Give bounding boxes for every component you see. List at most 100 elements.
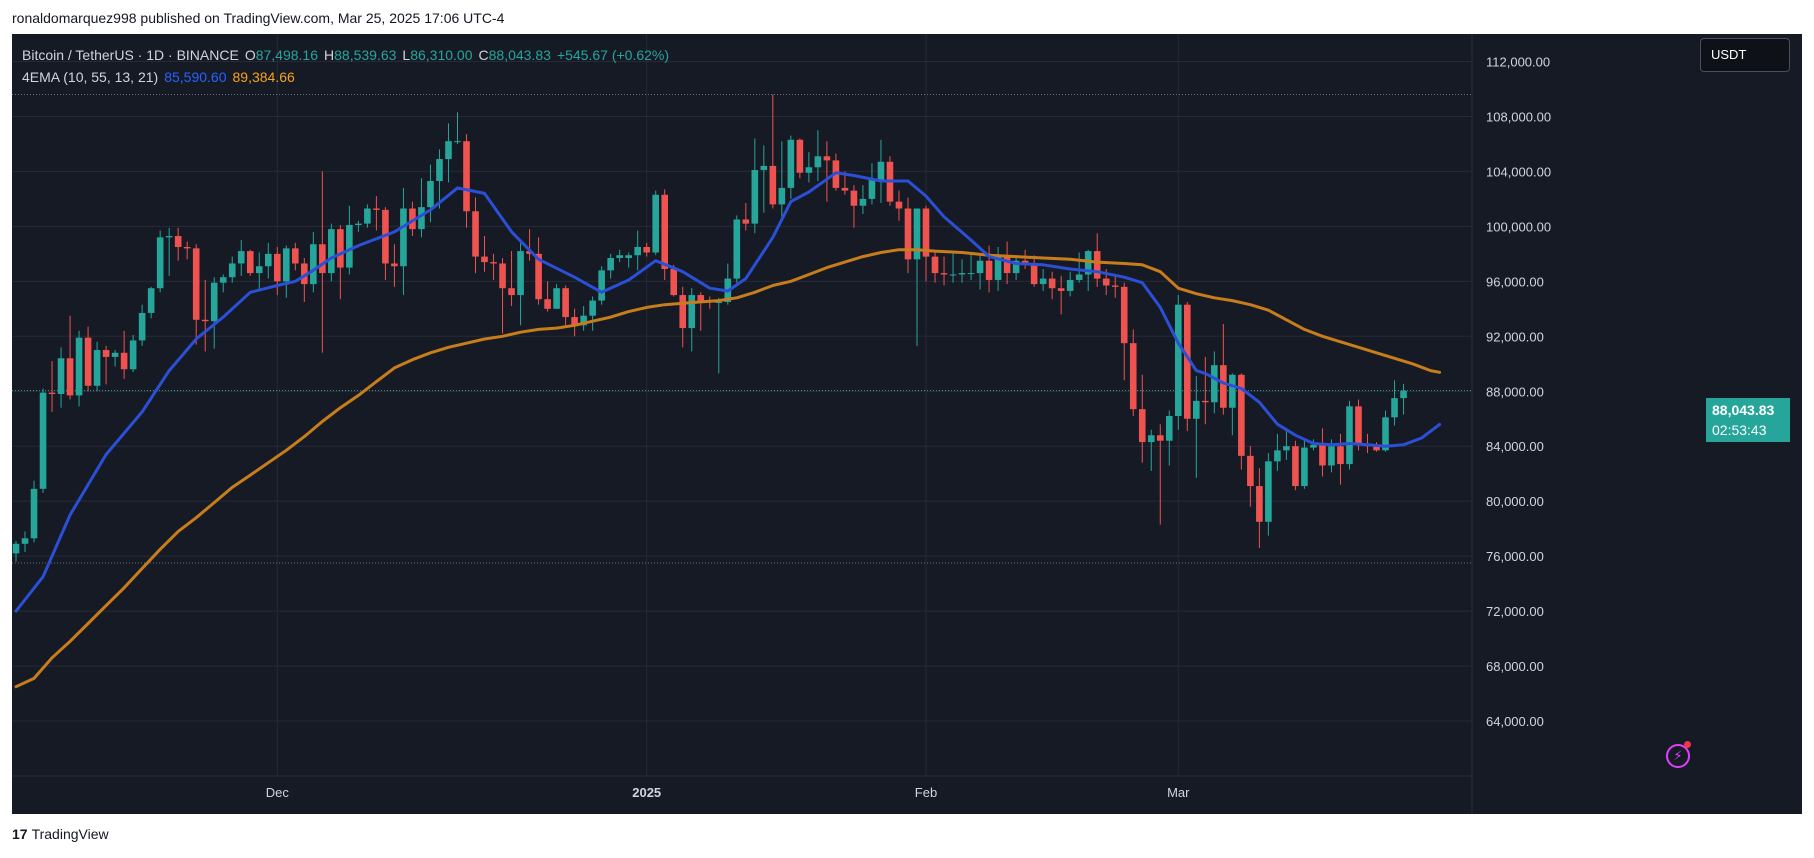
ema-fast-value: 85,590.60 bbox=[164, 69, 227, 85]
chart-panel[interactable]: 64,000.00 68,000.00 72,000.00 76,000.00 80,0… bbox=[12, 34, 1802, 814]
candle-body bbox=[796, 139, 804, 173]
candle-body bbox=[508, 288, 515, 296]
candle-body bbox=[1283, 446, 1290, 451]
candle-body bbox=[292, 248, 299, 264]
candle-body bbox=[742, 219, 750, 224]
candle-body bbox=[1382, 417, 1389, 451]
candle-body bbox=[895, 201, 903, 209]
candle-body bbox=[391, 263, 398, 267]
candle-body bbox=[850, 190, 858, 206]
price-tick-label: 88,000.00 bbox=[1486, 384, 1544, 399]
candle-body bbox=[913, 208, 921, 260]
last-price-value: 88,043.83 bbox=[1712, 402, 1775, 418]
candle-body bbox=[174, 235, 182, 247]
candle-body bbox=[553, 288, 560, 309]
candle-body bbox=[949, 274, 957, 276]
candle-body bbox=[418, 207, 425, 230]
candle-body bbox=[246, 251, 254, 274]
candle-body bbox=[562, 288, 569, 318]
candle-body bbox=[364, 208, 371, 224]
candle-body bbox=[138, 312, 146, 341]
candle-body bbox=[805, 167, 813, 173]
candle-body bbox=[1129, 343, 1137, 410]
candle-body bbox=[670, 268, 678, 296]
candle-body bbox=[1111, 285, 1119, 287]
candle-body bbox=[589, 300, 596, 316]
candle-body bbox=[715, 301, 723, 303]
open-value: 87,498.16 bbox=[255, 47, 318, 63]
candle-body bbox=[192, 248, 200, 320]
candle-body bbox=[859, 198, 867, 206]
candle-body bbox=[346, 224, 353, 268]
price-tick-label: 68,000.00 bbox=[1486, 659, 1544, 674]
candle-body bbox=[1174, 304, 1182, 416]
tradingview-brand: TradingView bbox=[31, 826, 109, 842]
candle-body bbox=[156, 237, 164, 289]
indicator-label[interactable]: 4EMA (10, 55, 13, 21) bbox=[22, 69, 159, 85]
candle-body bbox=[57, 358, 65, 395]
close-label: C bbox=[478, 47, 489, 63]
candle-body bbox=[120, 352, 128, 370]
candle-body bbox=[1039, 278, 1047, 285]
candle-body bbox=[571, 317, 578, 326]
candle-body bbox=[1138, 409, 1146, 443]
candle-body bbox=[841, 187, 849, 191]
candle-body bbox=[625, 255, 632, 258]
candle-body bbox=[490, 262, 497, 264]
candle-body bbox=[643, 246, 650, 253]
candle-body bbox=[1274, 450, 1281, 462]
candle-body bbox=[1102, 278, 1110, 286]
candle-body bbox=[1120, 286, 1128, 344]
candle-body bbox=[84, 337, 92, 386]
candle-body bbox=[1247, 455, 1254, 487]
candle-body bbox=[373, 208, 380, 210]
candle-body bbox=[228, 263, 236, 278]
candle-body bbox=[75, 337, 83, 396]
candle-body bbox=[129, 340, 137, 370]
price-tick-label: 84,000.00 bbox=[1486, 439, 1544, 454]
candle-body bbox=[778, 187, 786, 205]
lightning-icon[interactable]: ⚡ bbox=[1666, 744, 1690, 768]
candle-body bbox=[93, 350, 101, 386]
candle-body bbox=[1229, 374, 1236, 408]
candle-body bbox=[535, 253, 542, 300]
price-tick-label: 108,000.00 bbox=[1486, 109, 1551, 124]
low-label: L bbox=[402, 47, 411, 63]
tradingview-logo[interactable]: 17 TradingView bbox=[12, 826, 109, 842]
candle-body bbox=[1057, 288, 1065, 291]
candle-body bbox=[1220, 365, 1227, 408]
candle-body bbox=[48, 392, 56, 395]
time-tick-label: Feb bbox=[915, 785, 937, 800]
candle-body bbox=[1184, 304, 1191, 419]
indicator-row: 4EMA (10, 55, 13, 21) 85,590.60 89,384.66 bbox=[22, 66, 675, 88]
candle-body bbox=[931, 256, 939, 274]
candle-body bbox=[12, 543, 20, 554]
symbol-label[interactable]: Bitcoin / TetherUS · 1D · BINANCE bbox=[22, 47, 239, 63]
candle-body bbox=[868, 179, 876, 199]
candle-body bbox=[1003, 255, 1011, 274]
candle-body bbox=[1030, 263, 1038, 285]
candle-body bbox=[436, 159, 443, 182]
tradingview-mark-icon: 17 bbox=[12, 826, 28, 842]
candle-body bbox=[1048, 278, 1056, 289]
candle-body bbox=[1165, 415, 1173, 441]
candle-body bbox=[1310, 444, 1317, 448]
currency-button[interactable]: USDT bbox=[1700, 38, 1790, 72]
price-tick-label: 92,000.00 bbox=[1486, 329, 1544, 344]
candle-body bbox=[201, 319, 209, 322]
bar-countdown: 02:53:43 bbox=[1712, 422, 1767, 438]
candle-body bbox=[1292, 446, 1299, 487]
last-price-label: 88,043.83 02:53:43 bbox=[1706, 398, 1790, 442]
candlestick-chart[interactable]: 64,000.00 68,000.00 72,000.00 76,000.00 80,0… bbox=[12, 34, 1802, 814]
candle-body bbox=[1400, 390, 1407, 399]
price-tick-label: 100,000.00 bbox=[1486, 219, 1551, 234]
candle-body bbox=[661, 194, 669, 269]
high-value: 88,539.63 bbox=[334, 47, 397, 63]
candle-body bbox=[1238, 374, 1245, 456]
candle-body bbox=[526, 251, 533, 254]
candle-body bbox=[273, 253, 281, 282]
time-tick-label: Dec bbox=[266, 785, 290, 800]
candle-body bbox=[940, 273, 948, 275]
open-label: O bbox=[244, 47, 256, 63]
candle-body bbox=[967, 273, 975, 275]
